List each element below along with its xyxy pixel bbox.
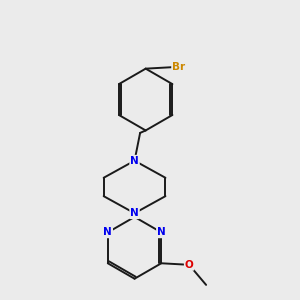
Text: N: N [157, 227, 166, 237]
Text: N: N [103, 227, 112, 237]
Text: Br: Br [172, 62, 185, 72]
Text: N: N [130, 208, 139, 218]
Text: N: N [130, 156, 139, 166]
Text: O: O [185, 260, 194, 270]
